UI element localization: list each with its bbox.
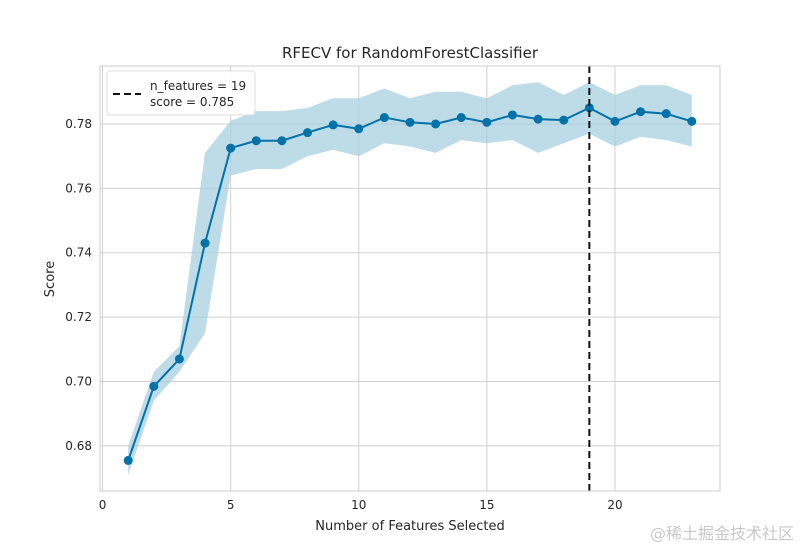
score-point [610, 116, 620, 126]
score-point [328, 120, 338, 130]
score-point [559, 115, 569, 125]
x-tick-label: 20 [607, 498, 622, 512]
score-points [123, 103, 697, 465]
score-point [379, 113, 389, 123]
y-tick-label: 0.70 [65, 375, 92, 389]
score-point [149, 381, 159, 391]
score-point [174, 354, 184, 364]
score-point [200, 238, 210, 248]
y-axis-label: Score [43, 261, 58, 297]
x-tick-label: 0 [99, 498, 107, 512]
x-tick-labels: 0 5 10 15 20 [99, 498, 623, 512]
y-tick-label: 0.68 [65, 439, 92, 453]
legend-line-2: score = 0.785 [150, 95, 234, 109]
x-axis-label: Number of Features Selected [315, 519, 504, 534]
chart-title: RFECV for RandomForestClassifier [282, 44, 539, 62]
score-point [405, 117, 415, 127]
score-point [636, 107, 646, 117]
score-point [251, 136, 261, 146]
y-tick-labels: 0.68 0.70 0.72 0.74 0.76 0.78 [65, 117, 92, 453]
watermark: @稀土掘金技术社区 [649, 524, 794, 543]
score-point [584, 103, 594, 113]
x-tick-label: 5 [227, 498, 235, 512]
score-point [354, 124, 364, 134]
score-point [482, 117, 492, 127]
score-point [661, 109, 671, 119]
score-point [123, 455, 133, 465]
x-tick-label: 15 [479, 498, 494, 512]
confidence-band [128, 82, 692, 475]
score-point [687, 116, 697, 126]
y-tick-label: 0.74 [65, 246, 92, 260]
score-point [431, 119, 441, 129]
score-point [277, 136, 287, 146]
score-point [456, 113, 466, 123]
legend-box [106, 70, 256, 116]
y-tick-label: 0.72 [65, 310, 92, 324]
y-tick-label: 0.76 [65, 181, 92, 195]
legend-line-1: n_features = 19 [150, 79, 246, 93]
score-point [226, 143, 236, 153]
plot-frame [99, 65, 721, 492]
x-tick-label: 10 [351, 498, 366, 512]
score-point [507, 110, 517, 120]
y-tick-label: 0.78 [65, 117, 92, 131]
score-point [533, 114, 543, 124]
legend: n_features = 19 score = 0.785 [106, 70, 256, 116]
score-point [303, 128, 313, 138]
